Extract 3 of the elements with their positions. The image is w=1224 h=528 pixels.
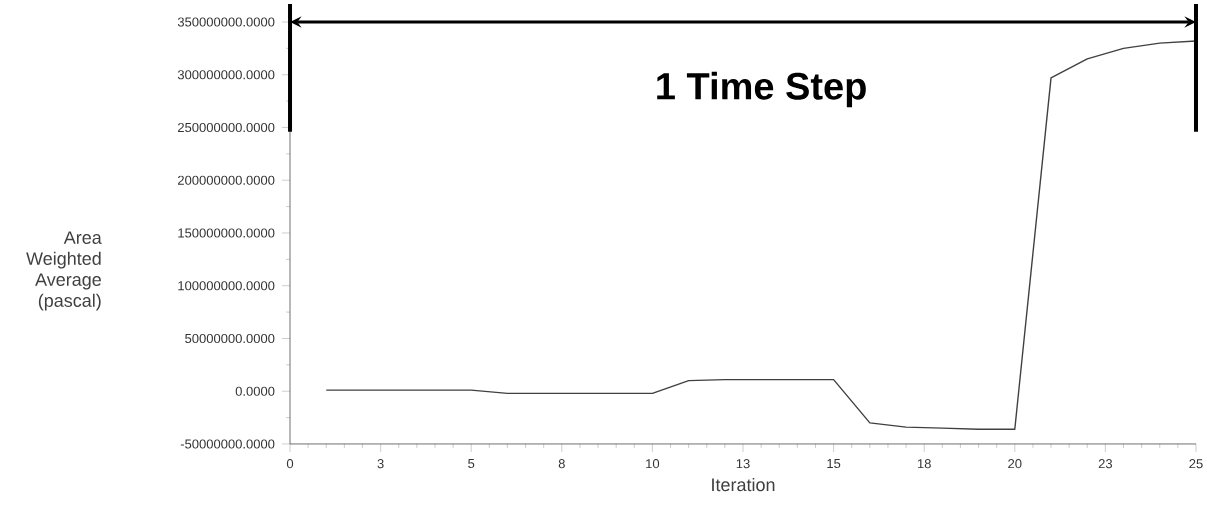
x-axis-title: Iteration [712,477,775,492]
y-axis-title: Area Weighted Average (pascal) [26,231,102,311]
annotation: 1 Time Step [657,71,866,108]
